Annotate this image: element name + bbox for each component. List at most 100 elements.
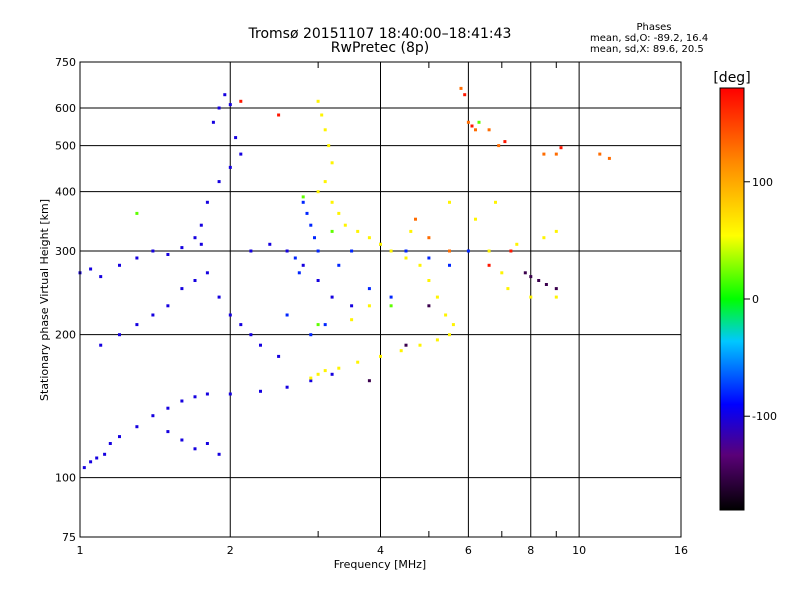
data-point [285,313,289,317]
data-point [205,200,209,204]
data-point [259,389,262,393]
data-point [309,223,313,227]
data-point [487,263,491,267]
data-point [389,249,393,253]
data-point [367,287,371,291]
data-point [330,229,334,233]
data-point [95,456,99,460]
data-point [297,271,301,275]
data-point [309,333,313,337]
data-point [108,442,112,445]
data-point [239,99,243,103]
x-axis-label: Frequency [MHz] [334,558,426,571]
data-point [554,287,558,291]
data-point [320,113,324,117]
x-tick-label: 16 [674,544,688,557]
data-point [404,249,408,253]
y-tick-label: 75 [62,531,76,544]
data-point [435,295,439,299]
data-point [166,304,170,308]
data-point [337,211,341,215]
data-point [193,447,197,451]
x-tick-labels: 1 2 4 6 8 10 16 [77,544,689,557]
phase-stats-x: mean, sd,X: 89.6, 20.5 [590,44,704,55]
data-point [217,180,221,184]
data-point [544,283,548,286]
data-point [135,256,139,260]
data-point [350,304,354,308]
data-point [316,249,320,253]
x-tick-label: 6 [465,544,472,557]
data-point [529,275,533,279]
x-tick-label: 2 [227,544,234,557]
data-point [466,249,470,253]
data-point [228,165,232,169]
data-point [118,333,121,337]
colorbar: [deg] 100 0 -100 [713,70,777,511]
data-point [228,103,232,107]
x-tick-label: 8 [527,544,534,557]
data-point [268,242,272,246]
data-point [135,211,139,215]
y-tick-label: 750 [55,56,76,69]
colorbar-tick-label: -100 [752,410,777,423]
data-point [330,161,334,165]
data-point [217,106,221,110]
data-point [316,279,320,282]
data-point [305,211,309,215]
axis-ticks [317,62,557,537]
data-point [470,124,474,128]
data-point [234,136,238,140]
data-point [418,263,422,267]
data-point [487,249,491,253]
x-tick-label: 10 [572,544,586,557]
data-point [301,195,305,199]
data-point [205,442,209,445]
data-point [463,93,467,97]
y-axis-label: Stationary phase Virtual Height [km] [38,199,51,401]
data-point [228,313,232,317]
data-point [277,354,281,358]
data-point [285,249,289,253]
data-point [418,343,422,347]
data-point [166,406,170,410]
y-tick-label: 100 [55,472,76,485]
data-point [554,152,558,156]
data-point [598,152,602,156]
data-point [193,395,197,399]
data-point [337,263,341,267]
data-point [316,190,320,194]
data-point [404,256,408,260]
data-point [399,349,403,353]
data-point [330,372,334,376]
data-point [301,263,305,267]
data-point [554,229,558,233]
data-point [379,242,382,246]
data-point [199,242,203,246]
data-point [151,249,155,253]
y-tick-label: 500 [55,140,76,153]
data-point [389,295,393,299]
data-point [448,249,451,253]
data-points [78,86,611,470]
data-point [151,414,155,418]
data-point [323,369,327,373]
data-point [389,304,393,308]
data-point [367,236,371,240]
data-point [404,343,408,347]
data-point [459,86,463,90]
data-point [427,236,431,240]
data-point [277,113,281,117]
data-point [82,466,86,470]
data-point [494,200,497,204]
data-point [500,271,504,275]
chart-subtitle: RwPretec (8p) [330,40,430,56]
data-point [316,372,320,376]
data-point [118,435,121,439]
data-point [89,460,93,464]
data-point [427,279,431,282]
data-point [89,267,93,271]
data-point [343,223,347,227]
data-point [451,323,455,327]
data-point [323,180,327,184]
